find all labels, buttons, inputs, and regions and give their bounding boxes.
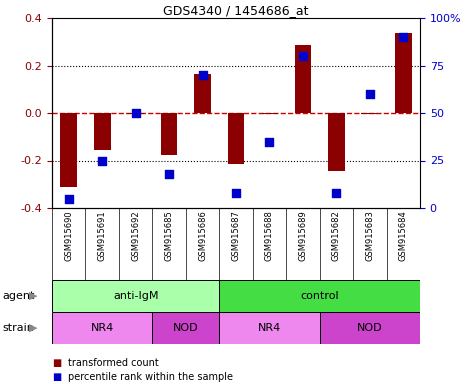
Text: GSM915687: GSM915687 xyxy=(232,210,241,261)
Point xyxy=(366,91,374,97)
Point xyxy=(333,190,340,196)
Text: ■: ■ xyxy=(52,358,61,368)
Text: strain: strain xyxy=(2,323,34,333)
Bar xyxy=(61,113,77,187)
Text: NR4: NR4 xyxy=(91,323,114,333)
Bar xyxy=(52,312,152,344)
Text: GSM915689: GSM915689 xyxy=(298,210,307,261)
Point xyxy=(132,110,139,116)
Text: agent: agent xyxy=(2,291,35,301)
Text: ▶: ▶ xyxy=(29,323,38,333)
Text: percentile rank within the sample: percentile rank within the sample xyxy=(68,372,234,382)
Bar xyxy=(328,113,345,171)
Bar xyxy=(219,280,420,312)
Bar xyxy=(219,312,320,344)
Text: NOD: NOD xyxy=(173,323,199,333)
Point xyxy=(65,195,73,202)
Bar xyxy=(261,113,278,114)
Text: GSM915685: GSM915685 xyxy=(165,210,174,261)
Text: GSM915683: GSM915683 xyxy=(365,210,374,261)
Text: GSM915690: GSM915690 xyxy=(64,210,73,261)
Text: GSM915686: GSM915686 xyxy=(198,210,207,261)
Text: GSM915682: GSM915682 xyxy=(332,210,341,261)
Bar xyxy=(362,113,378,114)
Point xyxy=(166,171,173,177)
Bar xyxy=(194,74,211,113)
Point xyxy=(199,72,206,78)
Point xyxy=(266,138,273,144)
Point xyxy=(98,157,106,164)
Text: GSM915692: GSM915692 xyxy=(131,210,140,261)
Title: GDS4340 / 1454686_at: GDS4340 / 1454686_at xyxy=(163,4,309,17)
Text: GSM915684: GSM915684 xyxy=(399,210,408,261)
Text: ▶: ▶ xyxy=(29,291,38,301)
Point xyxy=(400,34,407,40)
Point xyxy=(232,190,240,196)
Bar xyxy=(94,113,111,150)
Bar xyxy=(127,113,144,114)
Bar xyxy=(52,280,219,312)
Bar xyxy=(295,45,311,113)
Bar xyxy=(161,113,177,155)
Bar xyxy=(227,113,244,164)
Text: GSM915688: GSM915688 xyxy=(265,210,274,261)
Text: anti-IgM: anti-IgM xyxy=(113,291,159,301)
Point xyxy=(299,53,307,59)
Text: control: control xyxy=(300,291,339,301)
Bar xyxy=(152,312,219,344)
Text: ■: ■ xyxy=(52,372,61,382)
Bar xyxy=(395,33,412,113)
Text: NOD: NOD xyxy=(357,323,383,333)
Text: NR4: NR4 xyxy=(258,323,281,333)
Text: GSM915691: GSM915691 xyxy=(98,210,106,261)
Bar xyxy=(320,312,420,344)
Text: transformed count: transformed count xyxy=(68,358,159,368)
